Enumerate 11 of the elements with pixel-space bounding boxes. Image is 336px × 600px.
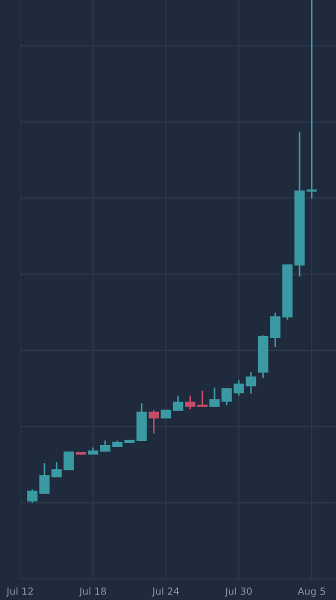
candlestick bbox=[246, 371, 256, 394]
x-tick-label: Jul 18 bbox=[78, 587, 106, 597]
candlestick bbox=[209, 386, 220, 408]
x-tick-label: Aug 5 bbox=[298, 588, 325, 597]
candlestick bbox=[39, 462, 50, 494]
x-tick-label: Jul 30 bbox=[224, 587, 252, 597]
x-tick-label: Jul 12 bbox=[6, 587, 33, 597]
candlestick bbox=[148, 410, 159, 434]
candlestick bbox=[27, 488, 38, 504]
candlestick bbox=[172, 394, 184, 412]
x-tick-label: Jul 24 bbox=[152, 587, 179, 597]
